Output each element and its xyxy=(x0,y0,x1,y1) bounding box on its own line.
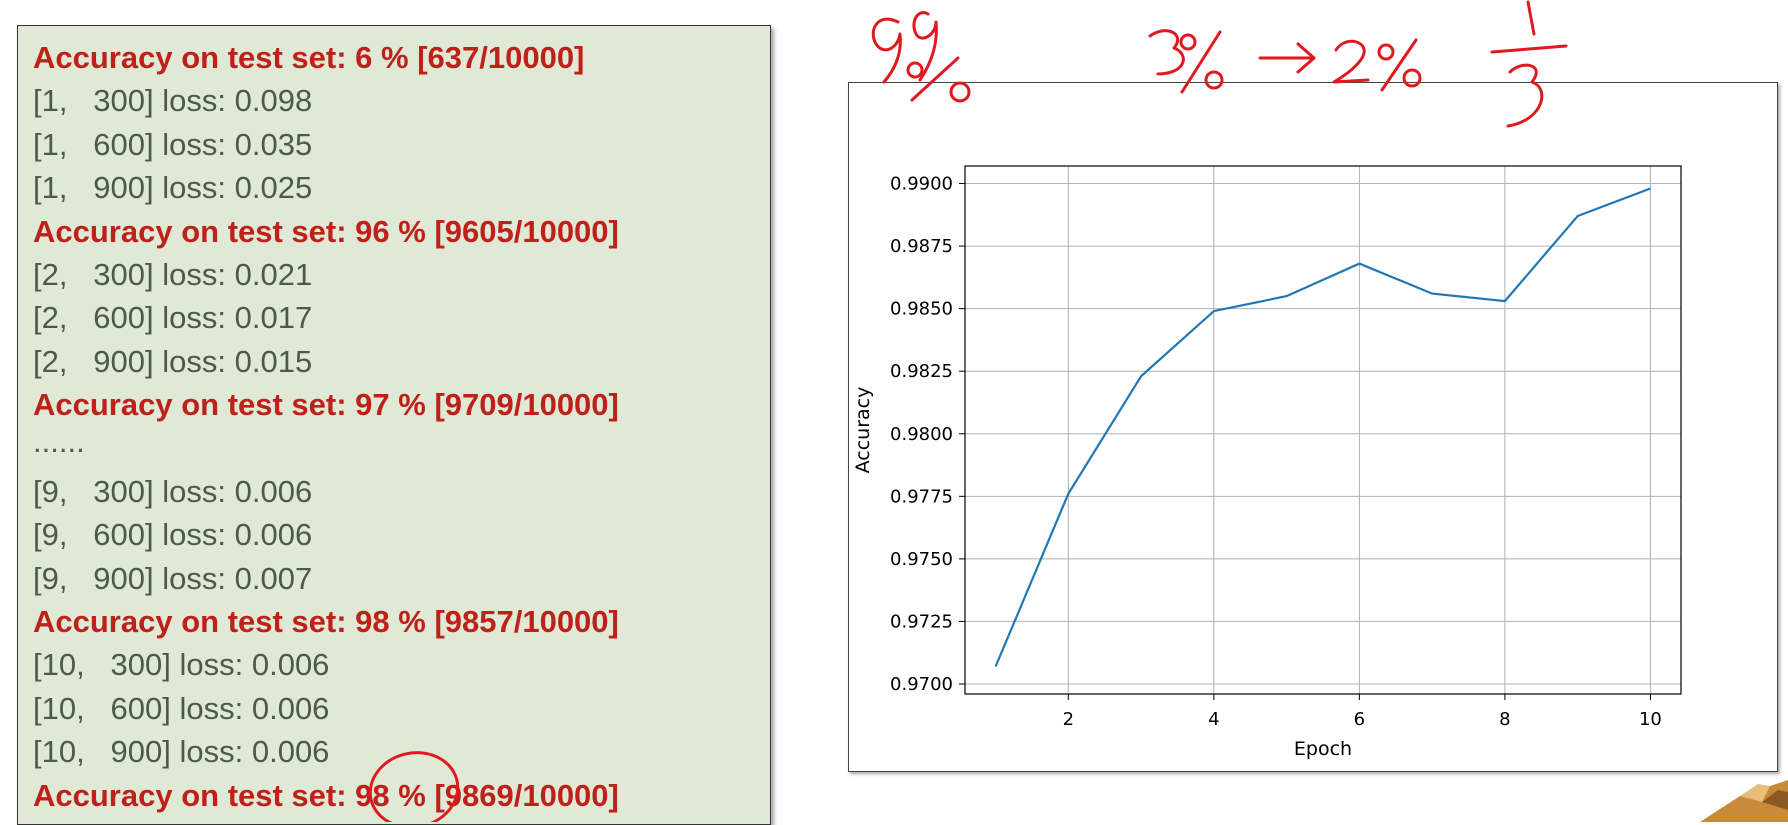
accuracy-chart: 2 4 6 8 10 0.9700 0.9725 0.9750 0.9775 0.9800 0.98… xyxy=(852,165,1682,760)
y-tick-label: 0.9750 xyxy=(890,549,953,570)
x-tick-label: 6 xyxy=(1354,709,1365,730)
accuracy-series-line xyxy=(994,187,1651,667)
loss-line: [10, 300] loss: 0.006 xyxy=(33,647,330,683)
y-tick-label: 0.9825 xyxy=(890,361,953,382)
y-tick-label: 0.9725 xyxy=(890,611,953,632)
y-axis-label: Accuracy xyxy=(852,387,874,474)
loss-line: [2, 600] loss: 0.017 xyxy=(33,300,313,336)
loss-line: [2, 900] loss: 0.015 xyxy=(33,343,313,379)
accuracy-line: Accuracy on test set: 96 % [9605/10000] xyxy=(33,213,619,249)
ellipsis-line: ...... xyxy=(33,423,85,459)
accuracy-line: Accuracy on test set: 98 % [9857/10000] xyxy=(33,604,619,640)
loss-line: [1, 300] loss: 0.098 xyxy=(33,83,313,119)
y-tick-label: 0.9800 xyxy=(890,424,953,445)
loss-line: [2, 300] loss: 0.021 xyxy=(33,256,313,292)
loss-line: [1, 600] loss: 0.035 xyxy=(33,126,313,162)
y-tick-label: 0.9850 xyxy=(890,299,953,320)
chart-frame: 2 4 6 8 10 0.9700 0.9725 0.9750 0.9775 0.9800 0.98… xyxy=(848,82,1778,772)
plot-area-border xyxy=(964,165,1682,695)
training-log-panel: Accuracy on test set: 6 % [637/10000] [1,… xyxy=(17,25,771,825)
y-tick-label: 0.9875 xyxy=(890,236,953,257)
x-axis-label: Epoch xyxy=(1294,738,1352,760)
y-tick-label: 0.9900 xyxy=(890,174,953,195)
loss-line: [10, 600] loss: 0.006 xyxy=(33,690,330,726)
chart-grid xyxy=(965,166,1681,694)
accuracy-line: Accuracy on test set: 97 % [9709/10000] xyxy=(33,387,619,423)
accuracy-line: Accuracy on test set: 6 % [637/10000] xyxy=(33,40,585,75)
x-tick-label: 8 xyxy=(1499,709,1510,730)
x-tick-label: 2 xyxy=(1063,709,1074,730)
chart-ticks: 2 4 6 8 10 0.9700 0.9725 0.9750 0.9775 0.9800 0.98… xyxy=(890,174,1662,730)
corner-decoration xyxy=(1700,780,1788,822)
x-tick-label: 4 xyxy=(1208,709,1219,730)
loss-line: [9, 300] loss: 0.006 xyxy=(33,473,313,509)
loss-line: [1, 900] loss: 0.025 xyxy=(33,170,313,206)
loss-line: [9, 900] loss: 0.007 xyxy=(33,560,313,596)
accuracy-line: Accuracy on test set: 98 % [9869/10000] xyxy=(33,777,619,813)
y-tick-label: 0.9775 xyxy=(890,486,953,507)
loss-line: [10, 900] loss: 0.006 xyxy=(33,734,330,770)
loss-line: [9, 600] loss: 0.006 xyxy=(33,517,313,553)
y-tick-label: 0.9700 xyxy=(890,674,953,695)
x-tick-label: 10 xyxy=(1639,709,1662,730)
